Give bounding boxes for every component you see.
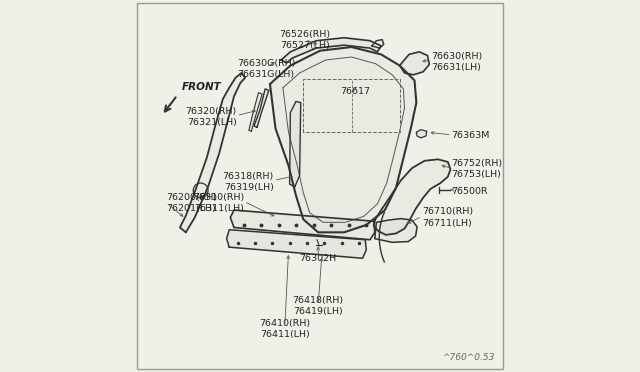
Text: 76630G(RH)
76631G(LH): 76630G(RH) 76631G(LH) xyxy=(237,59,296,79)
Polygon shape xyxy=(372,39,384,48)
Text: 76526(RH)
76527(LH): 76526(RH) 76527(LH) xyxy=(280,29,331,49)
Text: 76752(RH)
76753(LH): 76752(RH) 76753(LH) xyxy=(452,159,502,179)
Text: 76310(RH)
76311(LH): 76310(RH) 76311(LH) xyxy=(193,193,244,213)
Text: 76302H: 76302H xyxy=(300,254,337,263)
Text: 76630(RH)
76631(LH): 76630(RH) 76631(LH) xyxy=(431,52,483,72)
Polygon shape xyxy=(249,93,262,131)
Polygon shape xyxy=(254,89,269,128)
Text: 76617: 76617 xyxy=(340,87,370,96)
Text: 76320(RH)
76321(LH): 76320(RH) 76321(LH) xyxy=(186,108,237,128)
Polygon shape xyxy=(180,73,245,232)
Polygon shape xyxy=(230,210,375,240)
Polygon shape xyxy=(290,102,301,187)
Text: 76318(RH)
76319(LH): 76318(RH) 76319(LH) xyxy=(223,172,274,192)
Text: 76710(RH)
76711(LH): 76710(RH) 76711(LH) xyxy=(422,208,473,228)
Polygon shape xyxy=(270,47,417,232)
Text: ^760^0.53: ^760^0.53 xyxy=(442,353,494,362)
Polygon shape xyxy=(374,159,451,235)
Text: FRONT: FRONT xyxy=(182,82,221,92)
Polygon shape xyxy=(400,52,429,75)
Polygon shape xyxy=(375,219,417,242)
Text: 76418(RH)
76419(LH): 76418(RH) 76419(LH) xyxy=(292,296,344,317)
Text: 76363M: 76363M xyxy=(452,131,490,141)
Polygon shape xyxy=(417,130,427,138)
Text: 76500R: 76500R xyxy=(452,187,488,196)
Text: 76200(RH)
76201(LH): 76200(RH) 76201(LH) xyxy=(166,193,218,213)
Polygon shape xyxy=(227,230,366,258)
Polygon shape xyxy=(281,38,381,63)
Text: 76410(RH)
76411(LH): 76410(RH) 76411(LH) xyxy=(259,319,310,339)
